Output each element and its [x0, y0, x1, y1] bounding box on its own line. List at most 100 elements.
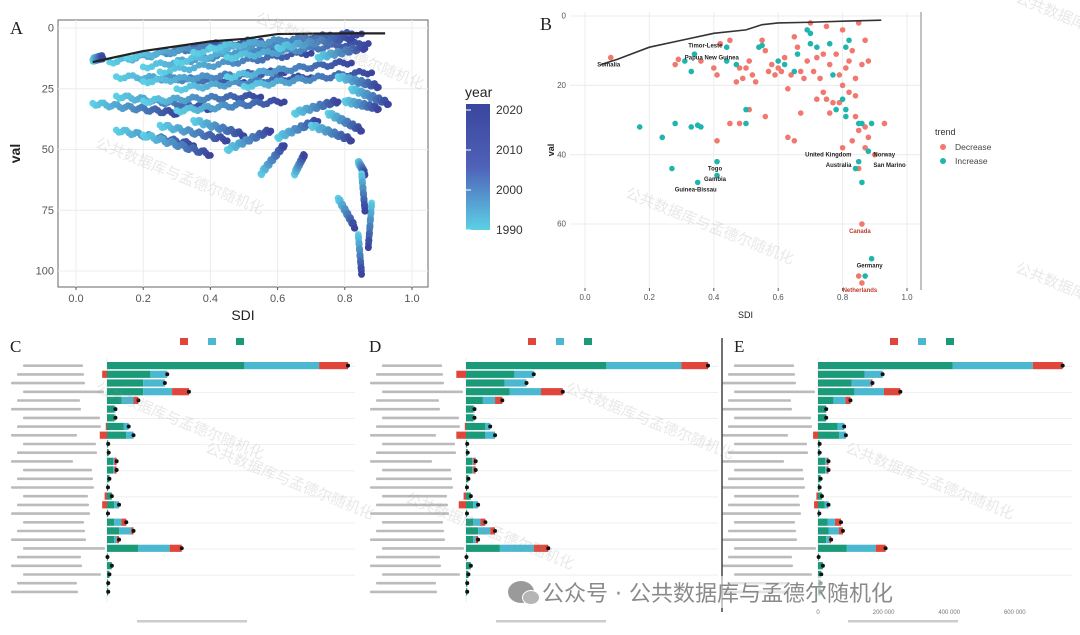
- total-marker: [706, 363, 710, 368]
- total-marker: [165, 372, 170, 377]
- total-marker: [818, 476, 823, 481]
- data-point-decrease: [859, 61, 865, 68]
- data-point-increase: [794, 51, 801, 57]
- x-tick-label: 0.0: [579, 293, 591, 302]
- data-point-increase: [743, 106, 749, 113]
- country-label: Papua New Guinea: [685, 56, 740, 62]
- data-point-decrease: [820, 51, 827, 57]
- total-marker: [109, 494, 114, 499]
- legend-swatch-red: [890, 338, 898, 345]
- bar-segment-green: [466, 457, 473, 465]
- data-point: [207, 151, 214, 159]
- data-point-increase: [723, 58, 730, 64]
- bar-segment-red: [121, 518, 127, 526]
- y-axis-label: val: [546, 144, 556, 157]
- data-point-increase: [682, 58, 688, 64]
- data-point-decrease: [733, 79, 740, 85]
- bar-segment-red: [456, 431, 466, 439]
- bar-segment-blue: [499, 544, 534, 552]
- bar-segment-blue: [482, 396, 496, 404]
- total-marker: [883, 546, 888, 551]
- category-label: [734, 364, 794, 367]
- total-marker: [560, 389, 565, 394]
- category-label: [382, 442, 455, 446]
- bar-segment-green: [466, 414, 474, 422]
- data-point-increase: [843, 106, 849, 113]
- category-label: [23, 390, 104, 394]
- bar-segment-blue: [851, 379, 871, 387]
- legend-title: year: [465, 84, 493, 100]
- total-marker: [473, 459, 478, 464]
- plot-area-B: [569, 11, 922, 289]
- total-marker: [488, 424, 493, 429]
- category-label: [370, 407, 440, 411]
- bar-segment-red: [319, 362, 348, 370]
- bar-segment-green: [466, 536, 474, 544]
- bar-segment-red: [169, 544, 182, 552]
- data-point-decrease: [852, 92, 859, 99]
- data-point-decrease: [843, 65, 849, 71]
- data-point-decrease: [839, 82, 846, 89]
- bar-segment-blue: [864, 370, 883, 378]
- bar-segment-green: [818, 536, 827, 544]
- category-label: [23, 416, 100, 420]
- bar-segment-blue: [839, 431, 846, 439]
- category-label: [17, 477, 93, 481]
- total-marker: [816, 555, 821, 559]
- category-label: [17, 529, 85, 533]
- total-marker: [465, 581, 470, 586]
- category-label: [722, 407, 792, 411]
- data-point-decrease: [859, 221, 865, 227]
- bar-segment-red: [883, 388, 901, 396]
- category-label: [734, 494, 799, 498]
- country-label: United Kingdom: [805, 153, 851, 159]
- total-marker: [817, 485, 822, 490]
- data-point-decrease: [736, 120, 743, 127]
- total-marker: [468, 563, 473, 568]
- total-marker: [824, 407, 829, 412]
- total-marker: [117, 537, 122, 542]
- bar-segment-green: [107, 414, 115, 422]
- data-point-decrease: [804, 58, 810, 64]
- category-label: [370, 590, 437, 594]
- bar-segment-green: [107, 562, 112, 570]
- total-marker: [105, 485, 110, 490]
- bar-segment-red: [480, 518, 486, 526]
- bar-segment-green: [466, 527, 479, 535]
- bar-segment-green: [818, 544, 847, 552]
- data-point-decrease: [839, 27, 846, 33]
- legend-item: Decrease: [955, 142, 992, 152]
- category-label: [382, 390, 463, 394]
- data-point: [375, 105, 382, 113]
- bar-segment-green: [818, 370, 865, 378]
- category-label: [382, 573, 460, 576]
- bar-segment-green: [818, 518, 828, 526]
- bar-segment-blue: [473, 518, 481, 526]
- data-point: [385, 100, 392, 108]
- category-label: [734, 390, 815, 394]
- total-marker: [817, 441, 822, 446]
- bar-segment-blue: [123, 422, 129, 431]
- total-marker: [465, 441, 470, 446]
- data-point-decrease: [814, 96, 820, 103]
- data-point: [348, 59, 355, 67]
- bar-segment-blue: [138, 544, 170, 552]
- bar-segment-green: [818, 379, 852, 387]
- frontier-line: [92, 32, 386, 64]
- data-point-increase: [865, 148, 872, 155]
- category-label: [23, 573, 101, 576]
- data-point-decrease: [846, 89, 852, 96]
- data-point: [351, 224, 359, 232]
- total-marker: [131, 433, 136, 438]
- x-tick-label: 0.4: [203, 293, 218, 305]
- data-point: [348, 137, 355, 145]
- bar-segment-blue: [606, 362, 682, 370]
- data-point-decrease: [785, 86, 791, 92]
- bar-segment-green: [107, 405, 115, 413]
- data-point-decrease: [778, 68, 785, 75]
- panel-letter: C: [10, 337, 21, 356]
- total-marker: [186, 389, 191, 394]
- y-tick-label: 100: [36, 266, 54, 278]
- bar-segment-red: [99, 431, 107, 439]
